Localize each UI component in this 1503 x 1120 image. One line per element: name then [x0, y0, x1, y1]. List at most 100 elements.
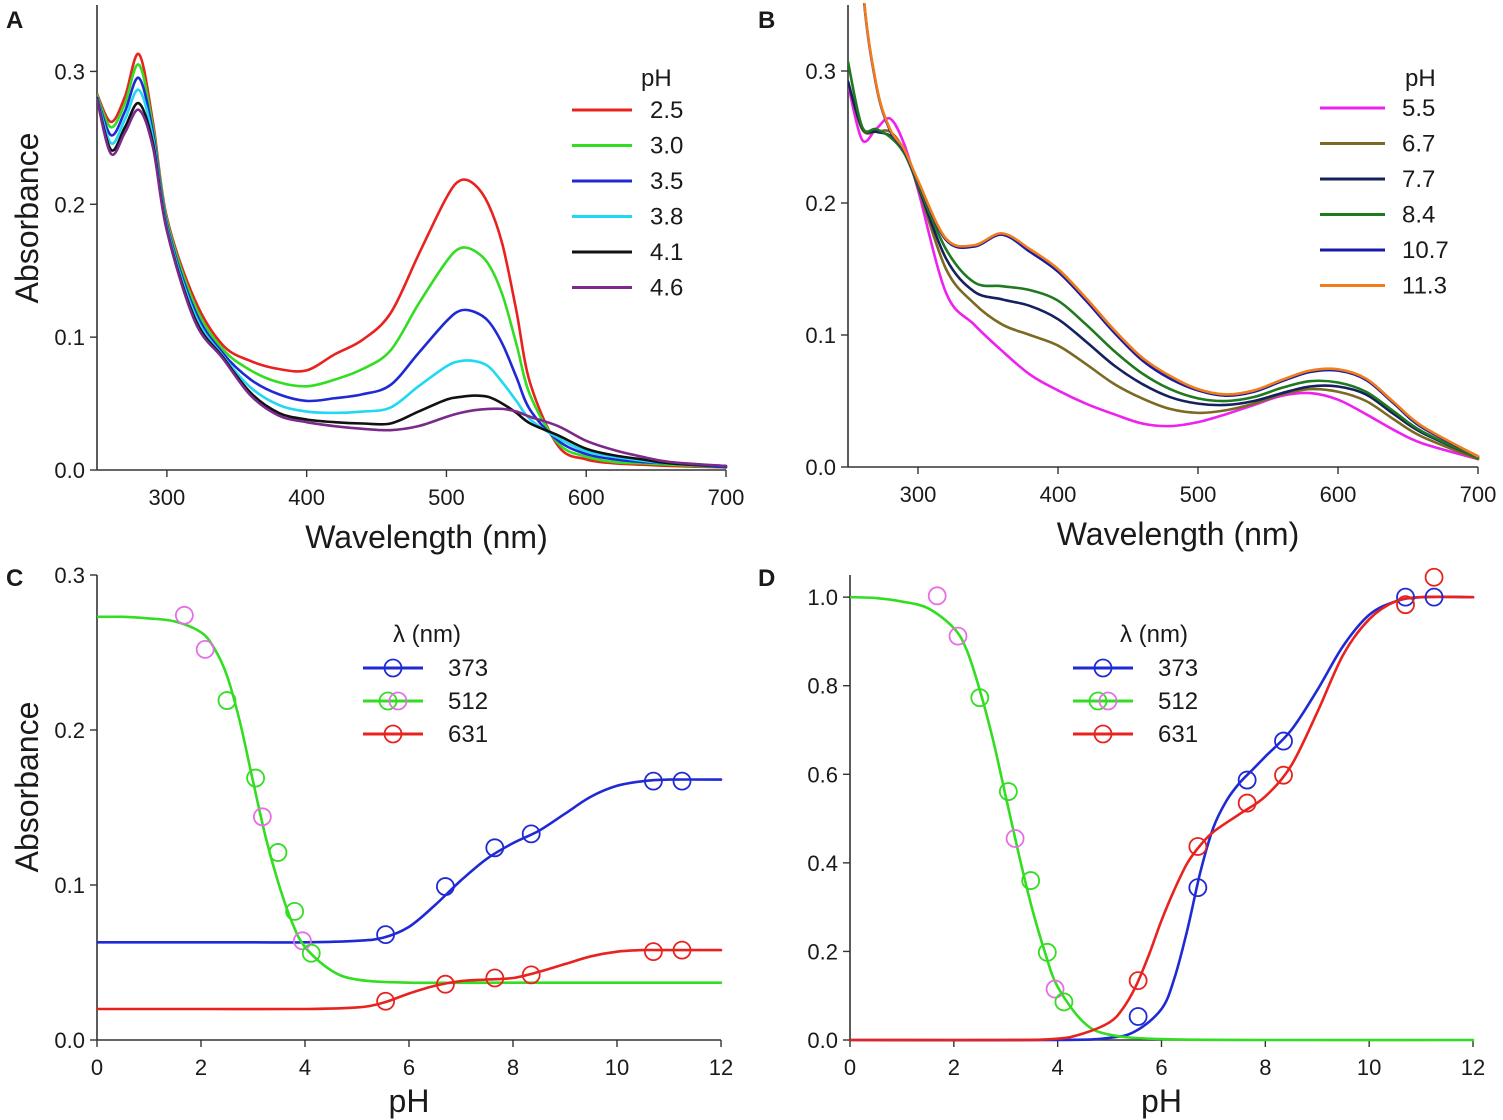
legend-2-5-label: 2.5 — [650, 97, 683, 124]
legend-512-label: 512 — [1158, 688, 1198, 715]
x-axis-label: pH — [1141, 1083, 1182, 1119]
series-512-fit-line — [850, 595, 1475, 1042]
series-631-point — [1274, 765, 1293, 785]
legend-4-6-label: 4.6 — [650, 275, 683, 302]
series-5-5-line — [848, 82, 1480, 461]
x-tick-label: 12 — [1461, 1055, 1485, 1080]
series-512-point — [1005, 829, 1025, 848]
series-512-point — [1054, 992, 1074, 1012]
series-373-point — [1237, 770, 1257, 790]
legend: pH 2.5 3.0 3.5 3.8 4.1 4.6 — [572, 65, 683, 302]
legend-631-label: 631 — [448, 721, 488, 748]
series-373-point — [1396, 587, 1415, 607]
legend-4-1-label: 4.1 — [650, 239, 683, 266]
x-axis-label: Wavelength (nm) — [1057, 516, 1299, 552]
y-tick-label: 0.3 — [54, 563, 85, 588]
legend-512-label: 512 — [448, 688, 488, 715]
y-tick-label: 0.8 — [807, 674, 838, 699]
y-tick-label: 1.0 — [807, 585, 838, 610]
panel-letter: D — [758, 565, 775, 592]
series-631-point — [1237, 793, 1257, 813]
series-373-point — [485, 838, 505, 858]
series-373-point — [1188, 878, 1208, 898]
series-7-7-line — [848, 80, 1480, 460]
series-512-point — [174, 605, 194, 625]
series-512-point — [268, 843, 288, 862]
x-tick-label: 600 — [1320, 482, 1357, 507]
series-631-point — [672, 940, 692, 960]
y-tick-label: 0.2 — [805, 191, 836, 216]
y-tick-label: 0.0 — [54, 1028, 85, 1053]
series-631-fit-line — [850, 595, 1475, 1042]
legend: λ (nm) 373 512 631 — [363, 621, 488, 748]
legend-373-marker — [1093, 658, 1113, 678]
x-tick-label: 600 — [568, 485, 605, 510]
series-631-point — [1128, 971, 1148, 991]
x-tick-label: 8 — [1259, 1055, 1271, 1080]
series-373-point — [435, 877, 455, 896]
panel-b: B 300 400 500 600 700 0.0 0.1 0.2 0.3 Wavelength (… — [758, 3, 1497, 552]
y-axis-label: Absorbance — [9, 702, 45, 873]
x-tick-label: 500 — [1180, 482, 1217, 507]
series-512-point — [246, 768, 266, 788]
legend-title: pH — [641, 65, 672, 92]
legend-3-5-label: 3.5 — [650, 168, 683, 195]
legend-512-marker — [1088, 691, 1108, 711]
x-tick-label: 10 — [605, 1055, 629, 1080]
legend: pH 5.5 6.7 7.7 8.4 10.7 11.3 — [1320, 65, 1449, 300]
series-631-point — [644, 942, 663, 962]
series-373-point — [521, 824, 541, 844]
x-tick-label: 0 — [91, 1055, 103, 1080]
series-2-5-line — [97, 52, 728, 469]
series-373-point — [672, 771, 692, 791]
x-tick-label: 300 — [149, 485, 186, 510]
legend-512-marker — [378, 691, 398, 711]
x-tick-label: 500 — [428, 485, 465, 510]
panel-a: A 300 400 500 600 700 0.0 0.1 0.2 0.3 Wavelength (… — [6, 5, 744, 555]
panel-d: D 0 2 4 6 8 10 12 0.0 0.2 0.4 0.6 0.8 1.0 pH λ (nm) 373 5… — [758, 565, 1485, 1119]
panel-c: C 0 2 4 6 8 10 12 0.0 0.1 0.2 0.3 pH Absorbance λ (nm)… — [6, 563, 733, 1119]
series-373-fit-line — [850, 595, 1475, 1042]
legend-512-marker-alt — [1098, 691, 1118, 711]
legend-7-7-label: 7.7 — [1402, 166, 1435, 193]
series-512-point — [1021, 871, 1041, 890]
series-group — [848, 3, 1480, 461]
x-tick-label: 12 — [709, 1055, 733, 1080]
y-axis-label: Absorbance — [9, 133, 45, 304]
x-axis-label: pH — [389, 1083, 430, 1119]
series-631-point — [485, 968, 505, 988]
x-tick-label: 700 — [708, 485, 745, 510]
x-tick-label: 700 — [1460, 482, 1497, 507]
series-512-point — [301, 943, 321, 963]
x-tick-label: 300 — [900, 482, 937, 507]
x-tick-label: 6 — [403, 1055, 415, 1080]
x-tick-label: 0 — [844, 1055, 856, 1080]
series-631-point — [1188, 837, 1208, 856]
legend-373-label: 373 — [448, 655, 488, 682]
x-tick-label: 2 — [195, 1055, 207, 1080]
series-373-point — [644, 771, 663, 791]
x-tick-label: 10 — [1357, 1055, 1381, 1080]
series-373-point — [1424, 587, 1444, 607]
series-373-point — [1274, 731, 1293, 751]
legend-title: λ (nm) — [1120, 621, 1188, 648]
legend-512-marker-alt — [388, 691, 408, 711]
panel-letter: A — [6, 7, 23, 34]
legend-373-marker — [383, 658, 403, 678]
y-tick-label: 0.0 — [54, 458, 85, 483]
x-tick-label: 2 — [948, 1055, 960, 1080]
series-512-point — [252, 807, 272, 827]
series-373-fit-line — [97, 778, 723, 944]
series-512-point — [1037, 942, 1057, 962]
series-631-point — [521, 965, 541, 985]
y-tick-label: 0.1 — [54, 873, 85, 898]
panel-letter: B — [758, 7, 775, 34]
legend-8-4-label: 8.4 — [1402, 202, 1435, 229]
series-631-point — [1396, 595, 1415, 615]
series-631-point — [376, 991, 396, 1011]
y-tick-label: 0.1 — [805, 323, 836, 348]
series-373-point — [376, 925, 396, 944]
y-tick-label: 0.2 — [54, 718, 85, 743]
y-tick-label: 0.6 — [807, 762, 838, 787]
y-tick-label: 0.2 — [54, 192, 85, 217]
